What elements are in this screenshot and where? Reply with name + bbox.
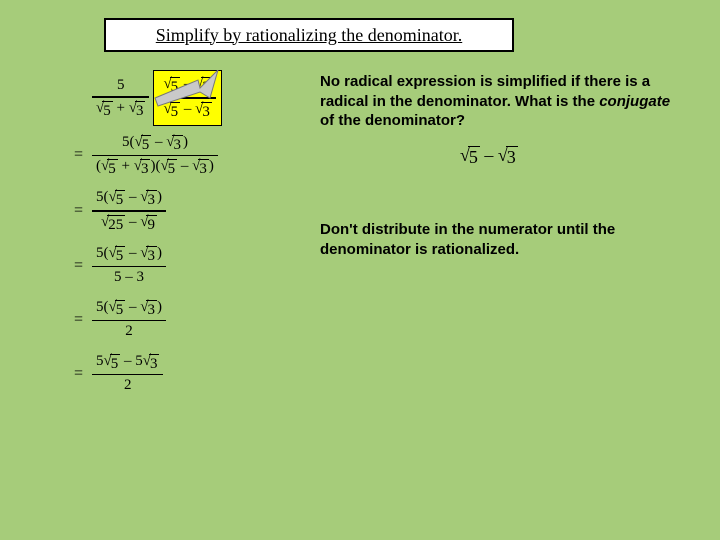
conjugate-answer: √5 – √3 (460, 145, 518, 169)
step-6: = 5√5 – 5√3 2 (74, 351, 304, 397)
math-steps: 5 √5 + √3 √5 – √3 √5 – √3 (74, 72, 304, 405)
step-4: = 5(√5 – √3) 5 – 3 (74, 243, 304, 289)
note-distribute-tip: Don't distribute in the numerator until … (320, 220, 680, 259)
note-conjugate-question: No radical expression is simplified if t… (320, 72, 680, 131)
step-2: = 5(√5 – √3) (√5 + √3)(√5 – √3) (74, 132, 304, 180)
title-box: Simplify by rationalizing the denominato… (104, 18, 514, 52)
frac-original: 5 √5 + √3 (92, 75, 149, 121)
title-text: Simplify by rationalizing the denominato… (156, 25, 462, 46)
step-3: = 5(√5 – √3) √25 – √9 (74, 187, 304, 235)
arrow-icon (150, 70, 220, 110)
step-5: = 5(√5 – √3) 2 (74, 297, 304, 343)
